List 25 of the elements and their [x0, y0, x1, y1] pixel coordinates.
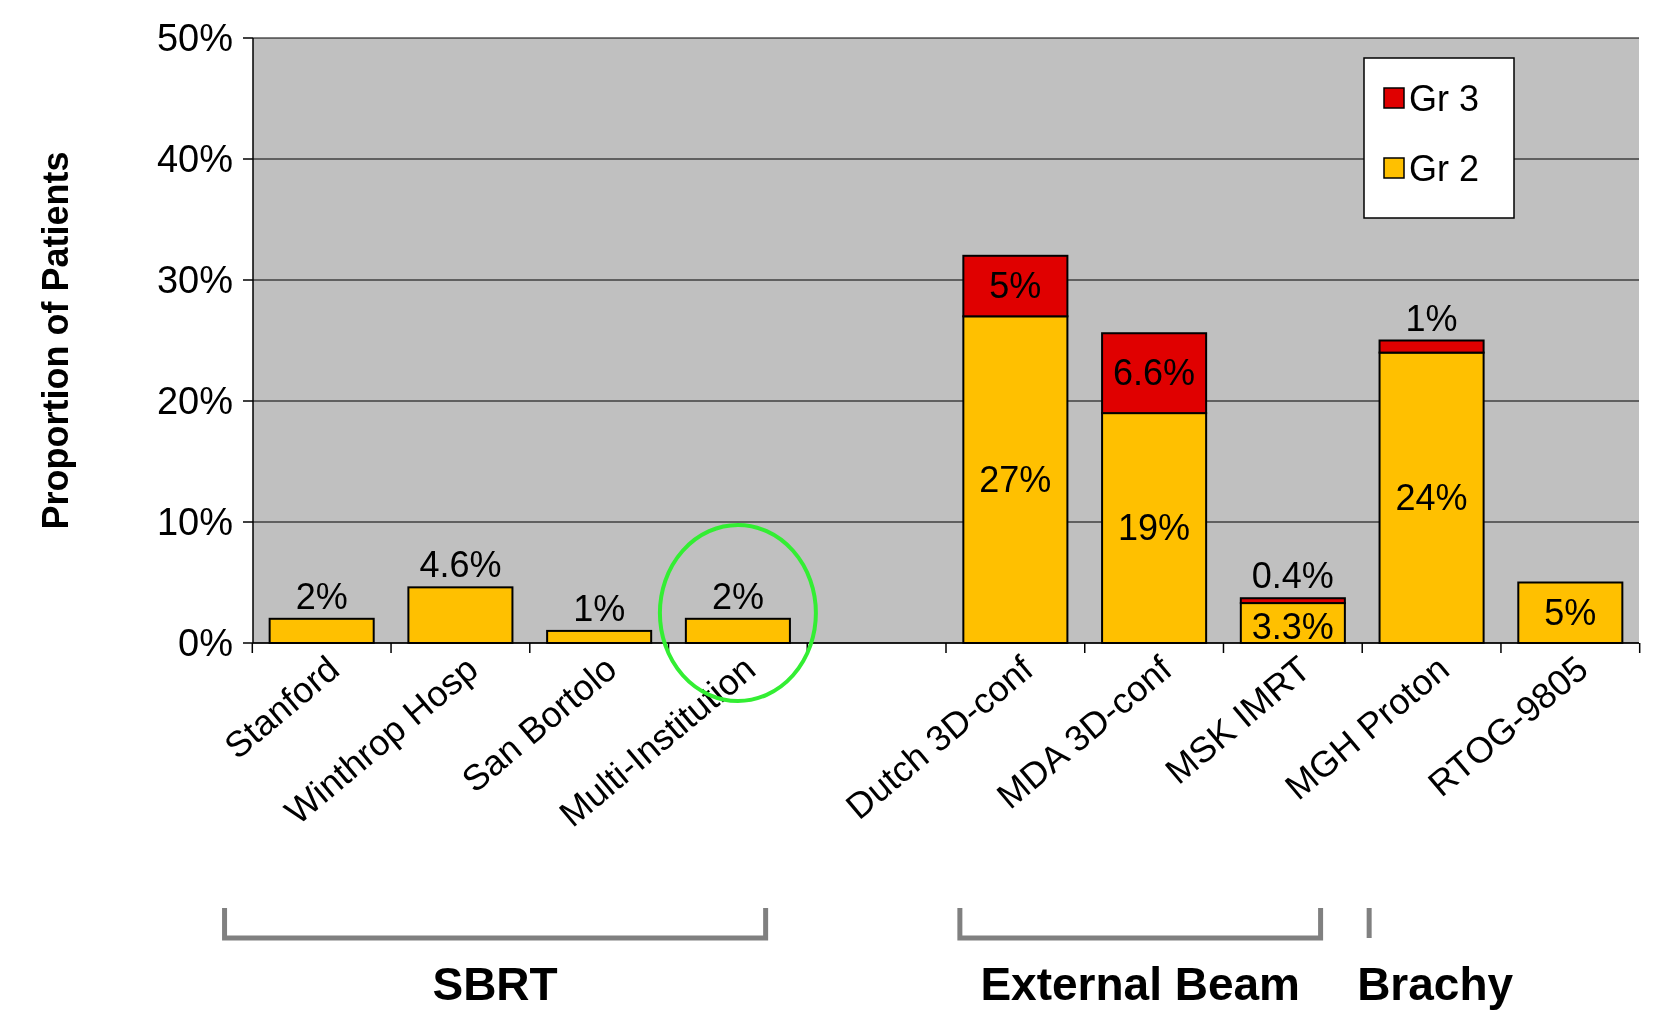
y-tick-label: 50%: [156, 17, 233, 60]
data-label: 1%: [1405, 297, 1458, 339]
text: External Beam: [980, 958, 1301, 1010]
y-tick-label: 30%: [156, 259, 233, 302]
data-label: 2%: [295, 575, 348, 617]
text: SBRT: [432, 958, 558, 1010]
y-tick-label: 20%: [156, 380, 233, 423]
legend-label: Gr 3: [1409, 77, 1480, 119]
text: Brachy: [1357, 958, 1514, 1010]
data-label: 24%: [1395, 476, 1468, 518]
data-label: 1%: [573, 587, 626, 629]
y-tick-label: 40%: [156, 138, 233, 181]
data-label: 6.6%: [1113, 352, 1196, 394]
y-tick-label: 10%: [156, 501, 233, 544]
data-label: 5%: [1544, 591, 1597, 633]
data-label: 19%: [1118, 507, 1191, 549]
data-label: 0.4%: [1251, 555, 1334, 597]
data-label: 2%: [711, 575, 764, 617]
data-label: 3.3%: [1251, 606, 1334, 647]
y-axis-title: Proportion of Patients: [35, 151, 76, 530]
data-label: 27%: [979, 458, 1052, 500]
data-label: 4.6%: [419, 544, 502, 586]
y-tick-label: 0%: [178, 622, 233, 665]
legend-label: Gr 2: [1409, 147, 1480, 189]
data-label: 5%: [989, 265, 1042, 307]
